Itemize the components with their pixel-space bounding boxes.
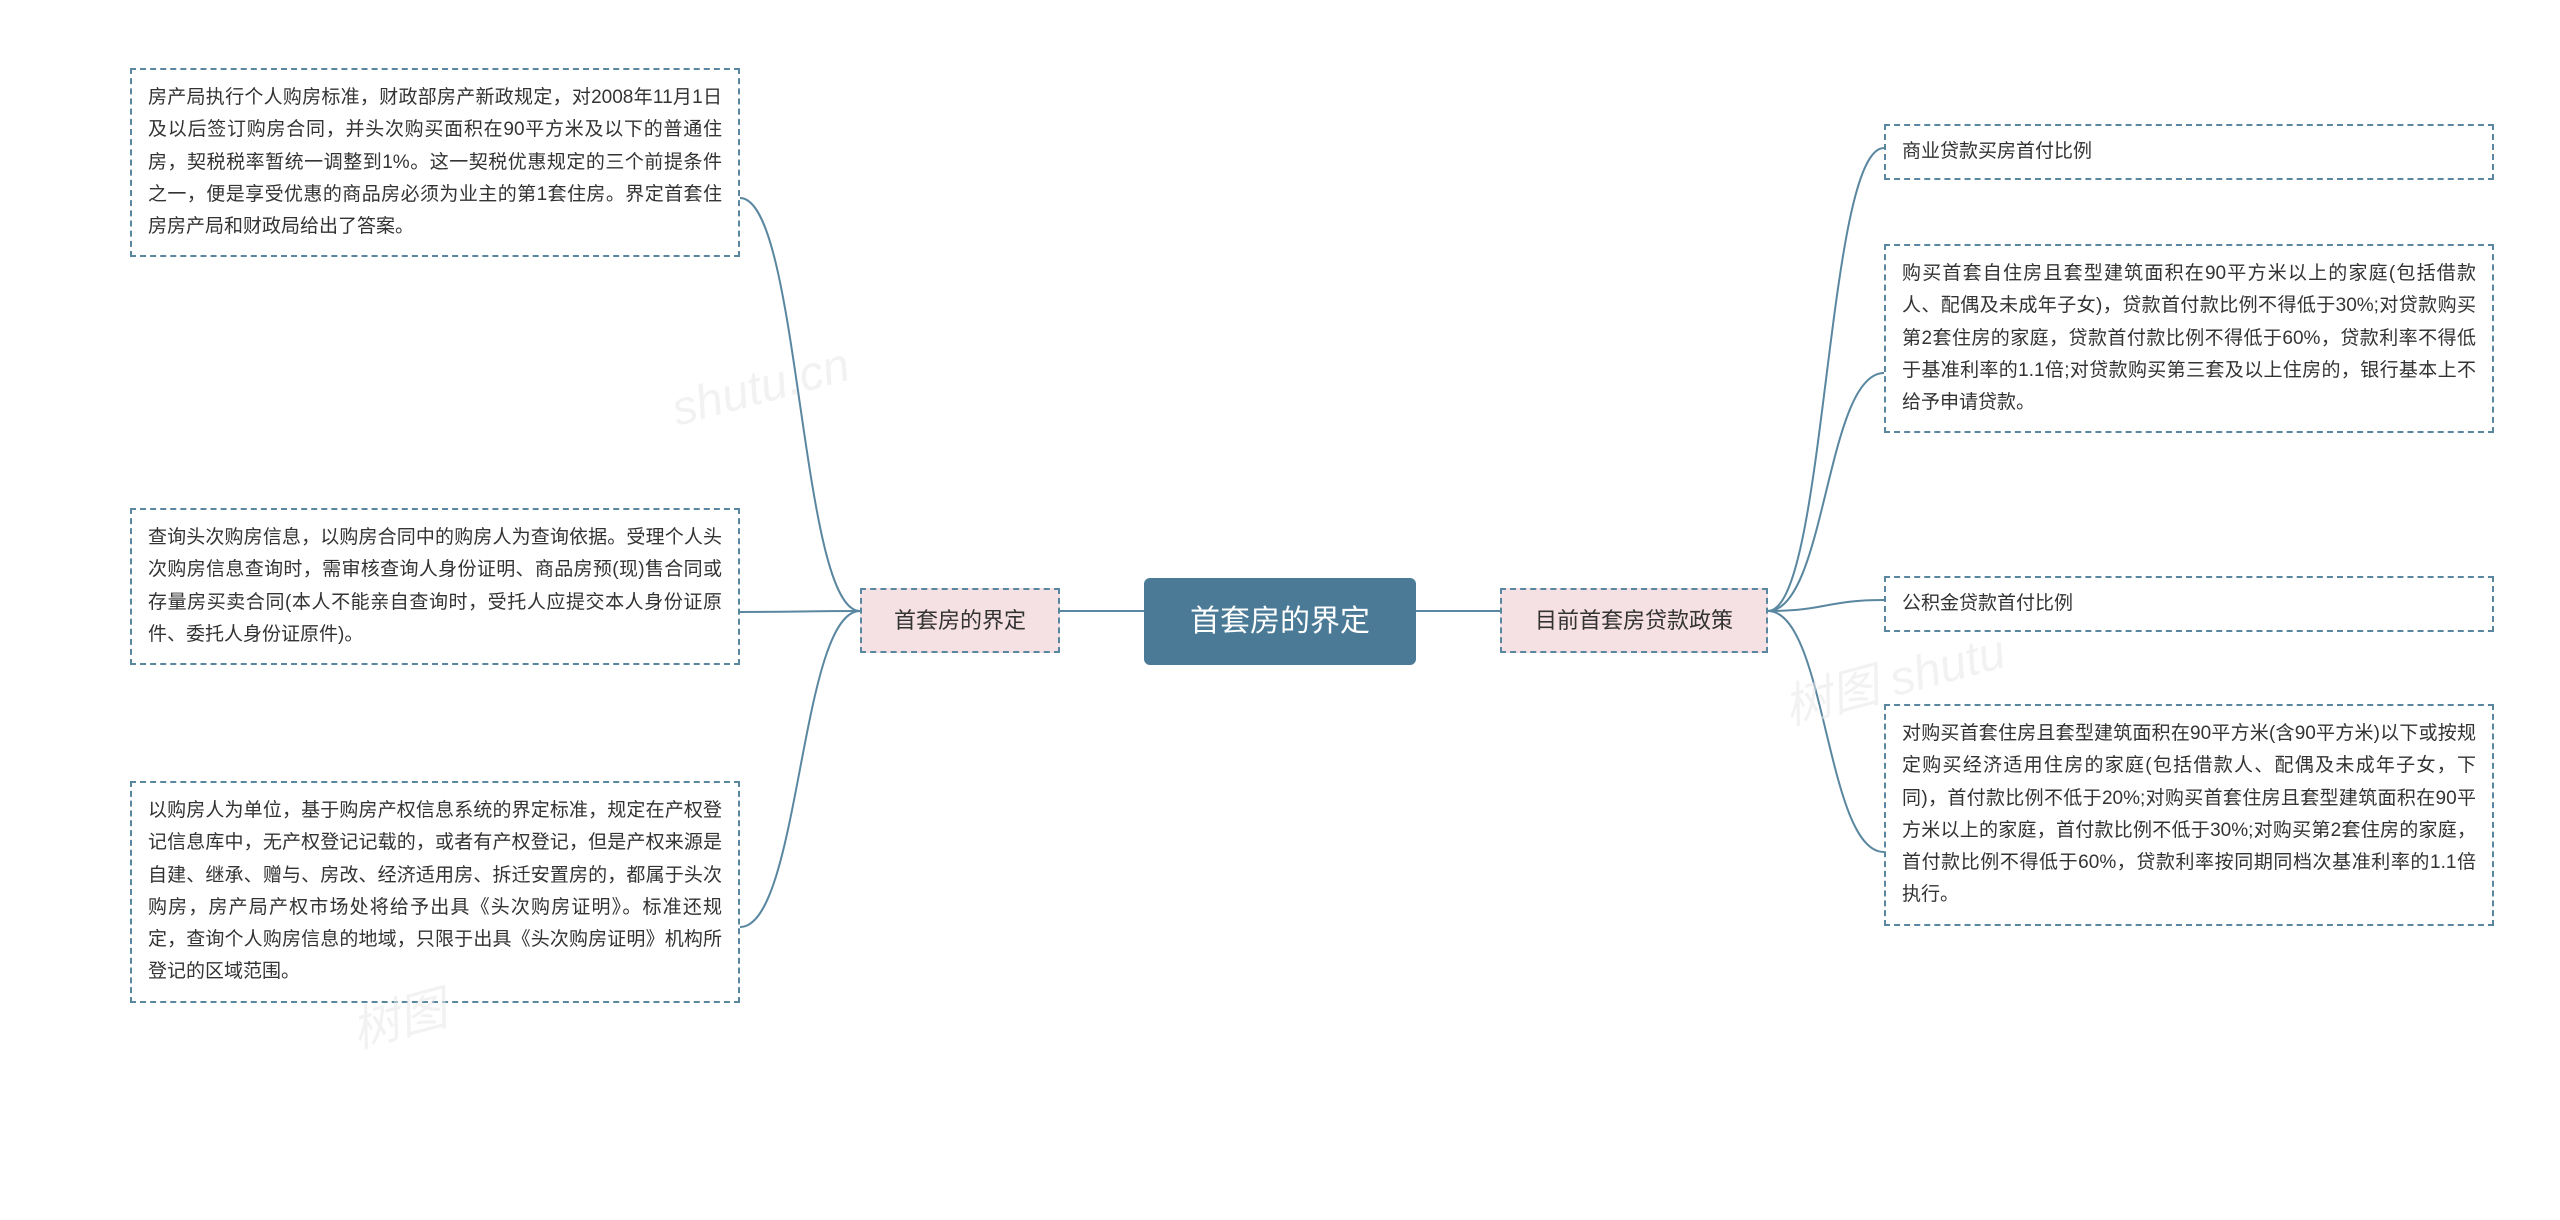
- branch-right: 目前首套房贷款政策: [1500, 588, 1768, 653]
- leaf-text: 公积金贷款首付比例: [1902, 593, 2073, 614]
- mindmap-root: 首套房的界定: [1144, 578, 1416, 665]
- leaf-left-2: 以购房人为单位，基于购房产权信息系统的界定标准，规定在产权登记信息库中，无产权登…: [130, 781, 740, 1003]
- leaf-right-1: 购买首套自住房且套型建筑面积在90平方米以上的家庭(包括借款人、配偶及未成年子女…: [1884, 244, 2494, 433]
- branch-left-label: 首套房的界定: [894, 608, 1026, 633]
- leaf-text: 商业贷款买房首付比例: [1902, 141, 2092, 162]
- leaf-right-0: 商业贷款买房首付比例: [1884, 124, 2494, 180]
- watermark-text: shutu.cn: [666, 338, 855, 436]
- leaf-text: 房产局执行个人购房标准，财政部房产新政规定，对2008年11月1日及以后签订购房…: [148, 87, 722, 237]
- root-label: 首套房的界定: [1190, 605, 1370, 638]
- leaf-text: 以购房人为单位，基于购房产权信息系统的界定标准，规定在产权登记信息库中，无产权登…: [148, 800, 722, 982]
- leaf-text: 购买首套自住房且套型建筑面积在90平方米以上的家庭(包括借款人、配偶及未成年子女…: [1902, 263, 2476, 413]
- branch-right-label: 目前首套房贷款政策: [1535, 608, 1733, 633]
- branch-left: 首套房的界定: [860, 588, 1060, 653]
- leaf-left-1: 查询头次购房信息，以购房合同中的购房人为查询依据。受理个人头次购房信息查询时，需…: [130, 508, 740, 665]
- watermark: shutu.cn: [666, 337, 856, 437]
- leaf-text: 对购买首套住房且套型建筑面积在90平方米(含90平方米)以下或按规定购买经济适用…: [1902, 723, 2476, 905]
- leaf-right-3: 对购买首套住房且套型建筑面积在90平方米(含90平方米)以下或按规定购买经济适用…: [1884, 704, 2494, 926]
- leaf-right-2: 公积金贷款首付比例: [1884, 576, 2494, 632]
- leaf-left-0: 房产局执行个人购房标准，财政部房产新政规定，对2008年11月1日及以后签订购房…: [130, 68, 740, 257]
- leaf-text: 查询头次购房信息，以购房合同中的购房人为查询依据。受理个人头次购房信息查询时，需…: [148, 527, 722, 645]
